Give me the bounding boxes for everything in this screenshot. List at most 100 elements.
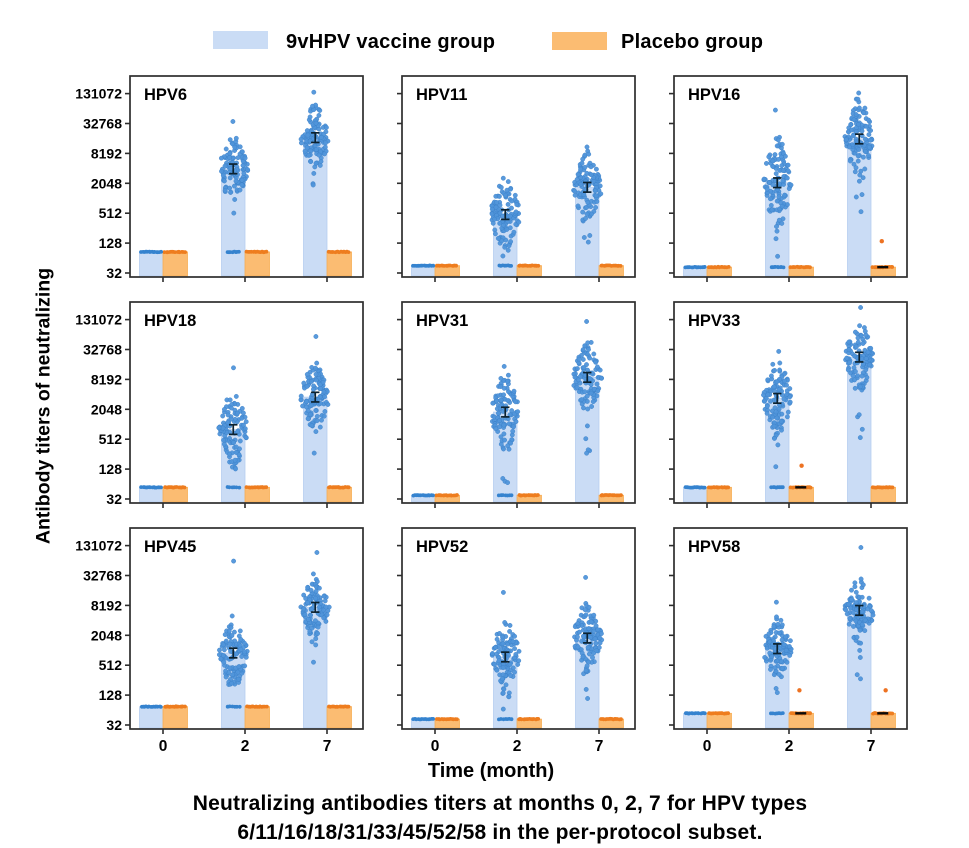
scatter-dot: [726, 711, 730, 716]
panel-title-HPV52: HPV52: [416, 538, 468, 556]
scatter-dot: [575, 171, 581, 177]
scatter-dot: [853, 129, 859, 134]
legend-swatch-vaccine: [213, 31, 268, 49]
scatter-dot: [597, 640, 603, 646]
scatter-dot: [233, 444, 239, 450]
scatter-dot: [158, 705, 163, 709]
scatter-dot: [855, 96, 861, 102]
scatter-dot: [588, 635, 593, 640]
scatter-dot: [776, 348, 782, 354]
scatter-dot: [772, 405, 778, 411]
scatter-dot: [516, 219, 522, 225]
scatter-dot: [861, 154, 866, 160]
panel-frame-HPV58: [673, 527, 908, 730]
scatter-dot: [315, 631, 320, 636]
scatter-dot: [223, 668, 229, 674]
scatter-dot: [237, 187, 243, 193]
y-tick-label: 512: [99, 431, 123, 447]
placebo-dot-row-HPV45-m7: [327, 704, 351, 709]
vaccine-dot-row-HPV58-m0: [684, 711, 707, 716]
scatter-dot: [511, 388, 517, 394]
scatter-dot: [852, 385, 858, 391]
scatter-dot: [770, 182, 776, 188]
scatter-dot: [788, 638, 793, 644]
placebo-dot-row-HPV52-m7: [599, 716, 623, 722]
scatter-dot: [583, 612, 589, 618]
scatter-dot: [221, 437, 227, 443]
scatter-dot: [585, 645, 591, 650]
scatter-dot: [490, 400, 496, 406]
scatter-dot: [858, 545, 864, 550]
vaccine-dot-row-HPV52-m0: [411, 717, 435, 722]
scatter-dot: [493, 644, 498, 650]
scatter-dot: [773, 236, 779, 242]
scatter-dot: [860, 582, 866, 588]
scatter-dot: [231, 558, 237, 564]
scatter-dot: [787, 394, 793, 400]
scatter-dot: [844, 611, 850, 617]
scatter-dot: [227, 151, 233, 156]
scatter-dot: [859, 594, 865, 600]
scatter-dot: [232, 457, 238, 463]
scatter-dot: [702, 485, 707, 490]
scatter-dot: [499, 238, 505, 244]
scatter-dot: [772, 435, 777, 441]
scatter-dot: [317, 385, 323, 391]
scatter-dot: [856, 147, 862, 152]
panel-HPV11: HPV11: [397, 75, 636, 282]
scatter-dot: [588, 619, 594, 625]
scatter-dot: [764, 403, 770, 409]
scatter-dot: [776, 194, 782, 200]
scatter-dot: [862, 617, 868, 623]
scatter-dot: [859, 426, 865, 432]
scatter-dot: [593, 640, 599, 646]
y-tick-label: 128: [99, 687, 123, 703]
scatter-dot: [176, 704, 180, 709]
scatter-dot: [305, 416, 311, 422]
scatter-dot: [702, 711, 707, 716]
bar-placebo-HPV33-m0: [706, 486, 732, 503]
scatter-dot: [774, 224, 779, 229]
scatter-dot: [776, 406, 782, 412]
scatter-dot: [777, 367, 782, 373]
scatter-dot: [856, 122, 861, 127]
scatter-dot: [505, 480, 510, 485]
scatter-dot: [770, 361, 776, 367]
scatter-dot: [761, 398, 767, 404]
scatter-dot: [500, 665, 506, 671]
scatter-dot: [583, 216, 588, 221]
scatter-dot: [505, 247, 511, 253]
scatter-dot: [321, 413, 327, 419]
scatter-dot: [581, 405, 586, 411]
scatter-dot: [310, 571, 316, 577]
scatter-dot: [307, 612, 313, 618]
scatter-dot: [312, 618, 318, 624]
scatter-dot: [781, 642, 787, 648]
scatter-dot: [780, 485, 785, 490]
x-tick-label: 2: [785, 738, 794, 755]
scatter-dot: [307, 628, 313, 634]
placebo-dot-row-HPV31-m2: [517, 493, 540, 498]
error-bar-HPV16-m2: [773, 177, 782, 189]
scatter-dot: [858, 333, 864, 339]
scatter-dot: [584, 319, 589, 324]
scatter-dot: [580, 347, 586, 352]
scatter-dot: [585, 423, 590, 429]
scatter-dot: [301, 606, 307, 612]
scatter-dot: [619, 717, 623, 722]
scatter-dot: [323, 604, 329, 610]
scatter-dot: [316, 604, 322, 610]
scatter-dot: [512, 669, 517, 675]
scatter-dot: [785, 202, 790, 208]
scatter-dot: [779, 141, 785, 147]
scatter-dot: [597, 635, 603, 641]
scatter-dot: [501, 446, 506, 452]
vaccine-dot-row-HPV6-m0: [139, 249, 164, 255]
scatter-dot: [588, 390, 594, 396]
scatter-dot: [228, 405, 234, 411]
bar-placebo-HPV33-m7: [870, 486, 896, 503]
placebo-dot-row-HPV45-m0: [163, 704, 187, 709]
panel-frame-HPV33: [673, 301, 908, 504]
scatter-dot: [866, 595, 872, 601]
placebo-gm-dash: [795, 486, 807, 489]
